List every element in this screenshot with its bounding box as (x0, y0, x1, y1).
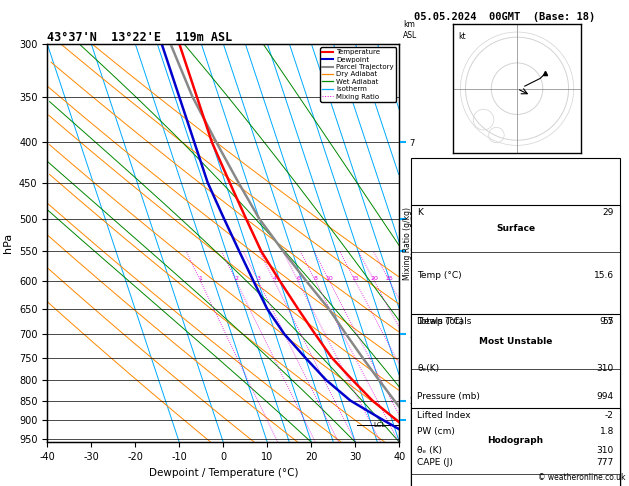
Text: 05.05.2024  00GMT  (Base: 18): 05.05.2024 00GMT (Base: 18) (414, 12, 595, 22)
Text: Mixing Ratio (g/kg): Mixing Ratio (g/kg) (403, 207, 411, 279)
X-axis label: Dewpoint / Temperature (°C): Dewpoint / Temperature (°C) (148, 468, 298, 478)
Text: 4: 4 (272, 276, 276, 281)
Text: -2: -2 (605, 411, 614, 420)
Text: © weatheronline.co.uk: © weatheronline.co.uk (538, 473, 626, 482)
Text: Dewp (°C): Dewp (°C) (417, 317, 464, 327)
Text: θₑ(K): θₑ(K) (417, 364, 439, 373)
Text: 310: 310 (597, 446, 614, 455)
Text: 9.7: 9.7 (599, 317, 614, 327)
Text: 2: 2 (234, 276, 238, 281)
Text: 6: 6 (296, 276, 300, 281)
Text: Hodograph: Hodograph (487, 436, 543, 445)
Y-axis label: hPa: hPa (3, 233, 13, 253)
Text: 1.8: 1.8 (599, 427, 614, 436)
Text: LCL: LCL (374, 422, 386, 428)
Text: Pressure (mb): Pressure (mb) (417, 392, 480, 400)
Text: 20: 20 (370, 276, 379, 281)
Text: 3: 3 (256, 276, 260, 281)
Text: kt: kt (458, 32, 465, 41)
Text: 10: 10 (326, 276, 333, 281)
Legend: Temperature, Dewpoint, Parcel Trajectory, Dry Adiabat, Wet Adiabat, Isotherm, Mi: Temperature, Dewpoint, Parcel Trajectory… (320, 47, 396, 102)
Text: Most Unstable: Most Unstable (479, 337, 552, 346)
Text: 55: 55 (603, 317, 614, 327)
Text: 994: 994 (597, 392, 614, 400)
Text: 15: 15 (352, 276, 359, 281)
Text: PW (cm): PW (cm) (417, 427, 455, 436)
Text: 25: 25 (386, 276, 394, 281)
Text: CAPE (J): CAPE (J) (417, 458, 453, 467)
Text: Temp (°C): Temp (°C) (417, 271, 462, 279)
Text: 15.6: 15.6 (594, 271, 614, 279)
Text: 43°37'N  13°22'E  119m ASL: 43°37'N 13°22'E 119m ASL (47, 31, 233, 44)
Text: km
ASL: km ASL (403, 20, 417, 40)
Text: Surface: Surface (496, 224, 535, 233)
Text: 310: 310 (597, 364, 614, 373)
Text: 1: 1 (199, 276, 203, 281)
Text: 8: 8 (314, 276, 318, 281)
Text: 777: 777 (597, 458, 614, 467)
Text: K: K (417, 208, 423, 217)
Text: 29: 29 (603, 208, 614, 217)
Text: θₑ (K): θₑ (K) (417, 446, 442, 455)
Text: Lifted Index: Lifted Index (417, 411, 470, 420)
Text: Totals Totals: Totals Totals (417, 317, 471, 327)
